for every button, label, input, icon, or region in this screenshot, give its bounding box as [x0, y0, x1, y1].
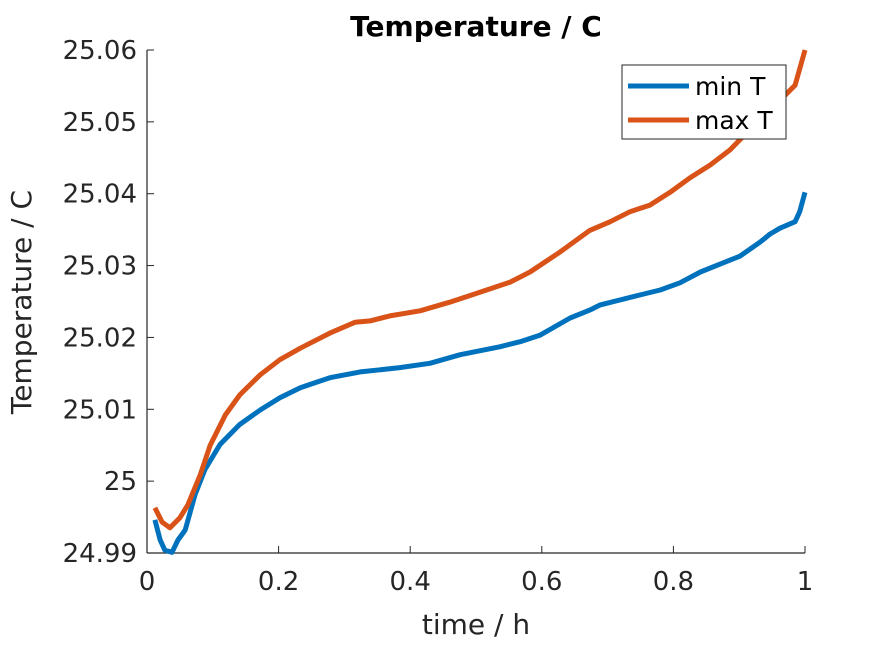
- x-tick-label: 1: [797, 567, 814, 597]
- x-tick-label: 0: [139, 567, 156, 597]
- series-line-min-t: [152, 191, 808, 555]
- legend-label: max T: [695, 106, 773, 135]
- legend-box: [621, 64, 787, 140]
- y-tick-label: 25: [104, 467, 137, 497]
- y-tick-label: 25.06: [63, 36, 137, 66]
- chart-title: Temperature / C: [350, 10, 602, 43]
- x-tick-label: 0.6: [521, 567, 562, 597]
- series-line-max-t: [152, 49, 808, 531]
- y-axis-label: Temperature / C: [5, 190, 38, 415]
- y-tick-label: 25.03: [63, 252, 137, 282]
- legend-label: min T: [695, 72, 766, 101]
- x-tick-label: 0.8: [653, 567, 694, 597]
- y-tick-label: 25.04: [63, 180, 137, 210]
- x-tick-label: 0.4: [390, 567, 431, 597]
- x-axis-label: time / h: [422, 608, 530, 641]
- x-tick-label: 0.2: [258, 567, 299, 597]
- plot-lines: [152, 49, 808, 555]
- y-tick-label: 24.99: [63, 539, 137, 569]
- y-tick-label: 25.02: [63, 323, 137, 353]
- y-tick-label: 25.01: [63, 395, 137, 425]
- axes: 0 0.2 0.4 0.6 0.8 1 24.99 25 25.01 25.02 25.03 25.0…: [63, 36, 814, 597]
- y-tick-label: 25.05: [63, 108, 137, 138]
- legend: min T max T: [621, 64, 787, 140]
